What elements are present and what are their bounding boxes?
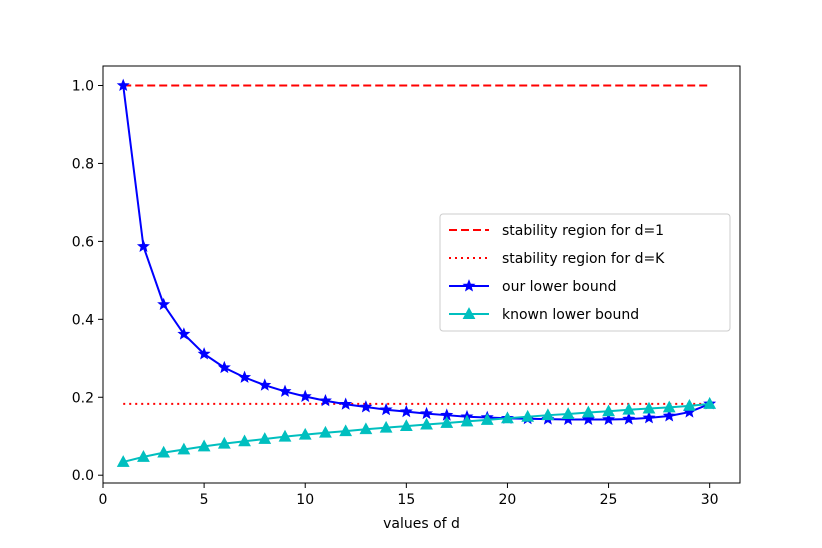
data-point-2-0	[116, 78, 130, 92]
x-tick-label-6: 30	[701, 492, 719, 508]
data-point-3-27	[662, 400, 676, 413]
data-point-2-3	[177, 327, 191, 340]
data-point-3-23	[581, 405, 595, 418]
x-tick-label-1: 5	[200, 492, 209, 508]
data-point-3-2	[157, 445, 171, 458]
data-point-3-11	[339, 424, 353, 437]
data-point-3-17	[460, 414, 474, 427]
data-point-2-15	[420, 406, 434, 420]
data-point-3-8	[278, 429, 292, 442]
data-point-3-20	[521, 409, 535, 422]
data-point-2-9	[298, 389, 312, 403]
data-point-3-14	[399, 419, 413, 432]
legend-label-2: our lower bound	[502, 279, 616, 295]
data-point-3-13	[379, 420, 393, 433]
data-point-3-3	[177, 442, 191, 455]
legend-marker-2	[462, 279, 476, 292]
data-point-3-19	[501, 411, 514, 424]
data-point-2-12	[359, 400, 373, 413]
data-point-2-5	[217, 360, 231, 374]
y-tick-label-4: 0.8	[72, 156, 94, 172]
data-point-2-2	[157, 297, 171, 311]
legend-marker-3	[462, 307, 476, 319]
data-point-3-12	[359, 422, 373, 435]
x-tick-label-2: 10	[296, 492, 314, 508]
data-point-2-6	[238, 370, 252, 383]
data-point-2-26	[642, 411, 656, 424]
data-point-2-24	[602, 412, 616, 425]
data-point-3-6	[238, 434, 251, 447]
data-point-2-14	[399, 404, 413, 418]
x-tick-label-3: 15	[397, 492, 415, 508]
legend-label-1: stability region for d=K	[502, 251, 665, 267]
x-tick-label-5: 25	[600, 492, 618, 508]
data-point-3-28	[683, 399, 696, 411]
data-point-2-11	[339, 397, 353, 410]
data-point-2-4	[197, 347, 211, 360]
data-point-3-0	[116, 455, 130, 467]
data-point-2-1	[136, 239, 150, 252]
data-point-3-10	[319, 425, 332, 438]
data-point-2-23	[581, 412, 595, 425]
data-point-2-25	[622, 412, 636, 425]
y-tick-label-2: 0.4	[72, 312, 94, 328]
plot-frame	[102, 65, 741, 484]
legend-label-0: stability region for d=1	[502, 223, 664, 239]
data-point-3-26	[642, 401, 656, 414]
data-point-3-16	[440, 416, 454, 428]
legend-label-3: known lower bound	[502, 307, 639, 323]
x-tick-label-0: 0	[99, 492, 108, 508]
data-point-2-10	[318, 393, 332, 407]
data-point-3-24	[602, 404, 615, 417]
legend: stability region for d=1 stability region…	[439, 213, 731, 332]
data-point-3-9	[298, 427, 312, 440]
legend-box	[439, 213, 731, 332]
data-point-3-1	[137, 450, 150, 462]
data-point-3-15	[420, 417, 433, 430]
x-tick-label-4: 20	[499, 492, 517, 508]
y-tick-label-1: 0.2	[72, 390, 94, 406]
data-point-2-7	[258, 378, 272, 391]
data-point-3-25	[622, 402, 636, 415]
data-point-2-13	[379, 402, 393, 416]
x-axis-label: values of d	[383, 516, 460, 532]
y-tick-label-0: 0.0	[72, 468, 94, 484]
data-point-3-22	[561, 407, 575, 419]
data-point-2-8	[278, 384, 292, 397]
data-point-3-18	[480, 413, 494, 425]
data-point-3-7	[258, 432, 272, 444]
data-point-3-4	[197, 439, 211, 452]
data-point-3-21	[541, 408, 555, 421]
data-point-3-29	[703, 397, 717, 409]
data-point-2-27	[662, 409, 676, 422]
y-tick-label-3: 0.6	[72, 234, 94, 250]
y-tick-label-5: 1.0	[72, 78, 94, 94]
data-point-3-5	[217, 436, 231, 449]
